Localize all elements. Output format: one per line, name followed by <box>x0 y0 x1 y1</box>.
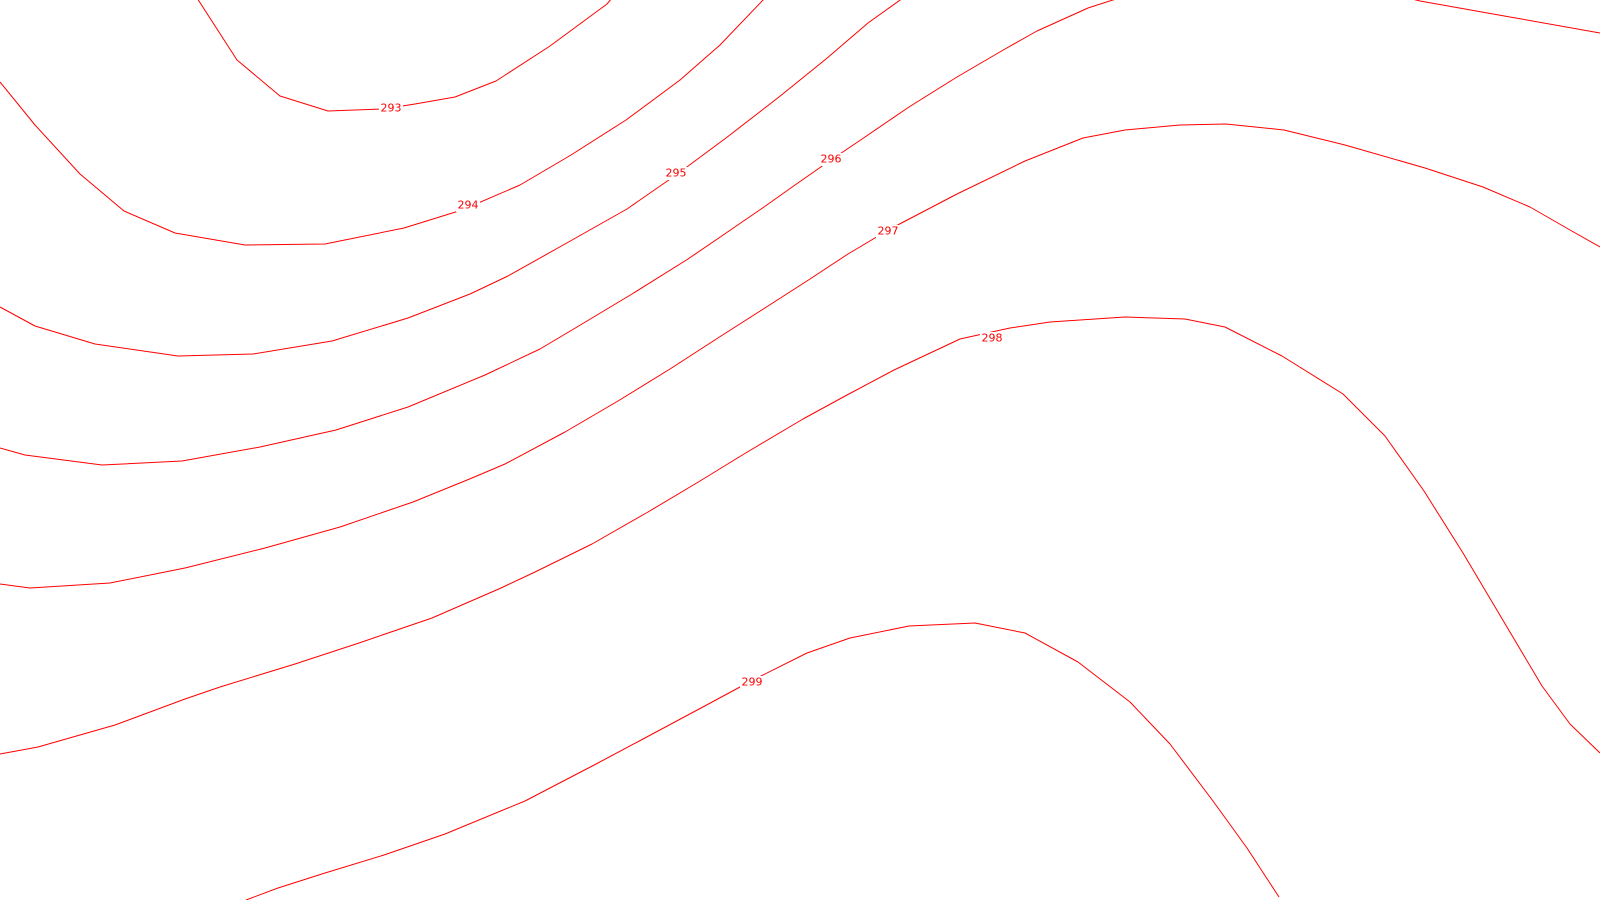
contour-label-293: 293 <box>379 102 403 115</box>
contour-label-296: 296 <box>819 153 843 166</box>
contour-line-top-right <box>1413 0 1600 34</box>
contour-label-295: 295 <box>664 167 688 180</box>
contour-line-295 <box>0 0 902 357</box>
svg-text:295: 295 <box>666 167 687 180</box>
contour-label-297: 297 <box>876 225 900 238</box>
contour-line-293 <box>197 0 611 112</box>
svg-text:297: 297 <box>878 225 899 238</box>
svg-text:293: 293 <box>381 102 402 115</box>
contour-line-296 <box>0 0 1115 466</box>
contour-line-297 <box>0 123 1600 589</box>
contour-line-299 <box>245 622 1280 900</box>
svg-text:294: 294 <box>458 199 479 212</box>
svg-text:298: 298 <box>982 332 1003 345</box>
contour-label-294: 294 <box>456 199 480 212</box>
contour-label-298: 298 <box>980 332 1004 345</box>
contour-line-298 <box>0 316 1600 755</box>
svg-text:299: 299 <box>742 676 763 689</box>
contour-label-299: 299 <box>740 676 764 689</box>
contour-line-294 <box>0 0 764 246</box>
svg-text:296: 296 <box>821 153 842 166</box>
